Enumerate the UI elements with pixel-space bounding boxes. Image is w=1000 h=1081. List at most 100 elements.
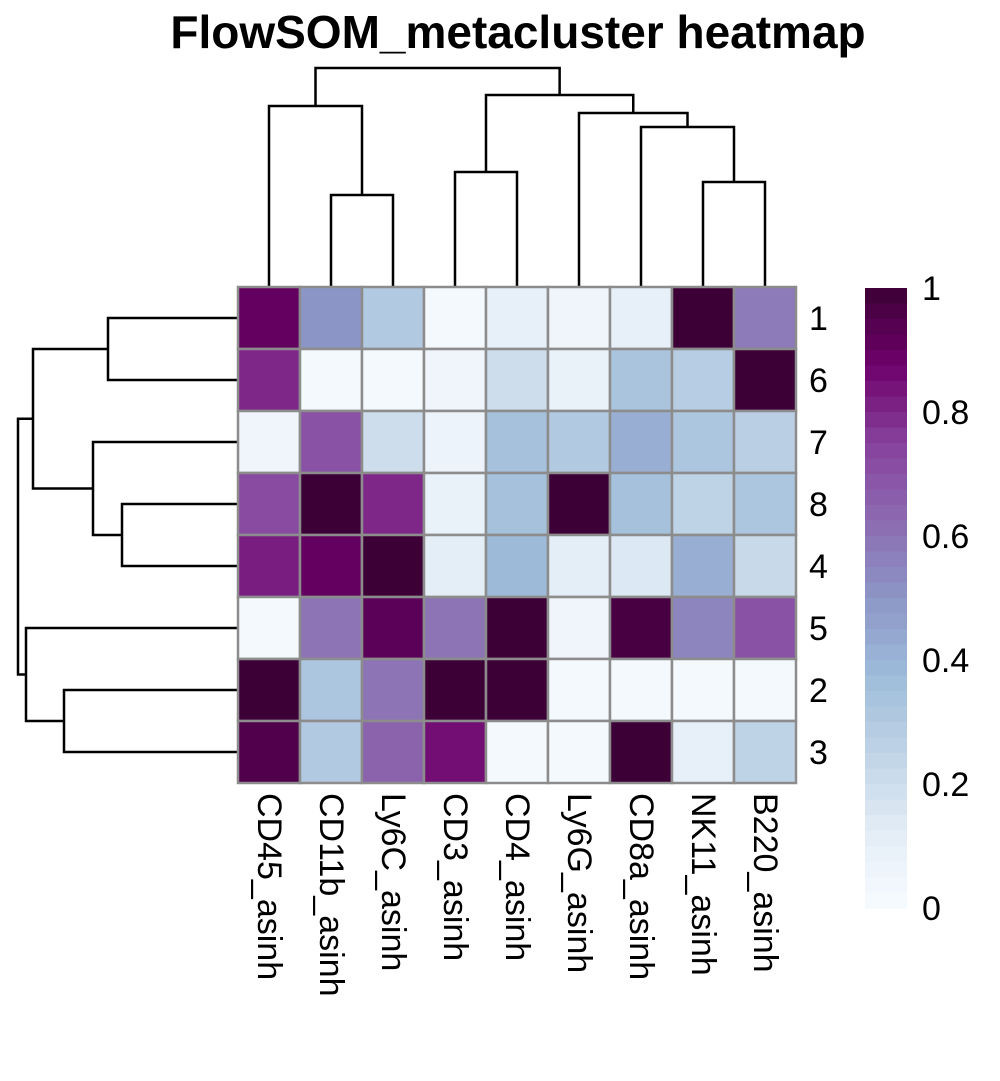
heatmap-cell [360,595,426,661]
heatmap-cell [546,285,612,351]
legend-swatch [865,722,907,739]
heatmap-cell [236,285,302,351]
heatmap-cell [546,409,612,475]
column-label: CD3_asinh [436,793,474,961]
heatmap-cell [422,595,488,661]
heatmap-cell [732,595,798,661]
legend-swatch [865,830,907,847]
legend-tick-label: 0.8 [922,394,969,432]
dendrogram-branch [484,93,635,172]
dendrogram-branch [314,66,561,106]
legend-swatch [865,877,907,894]
legend-swatch [865,598,907,615]
heatmap-cell [608,409,674,475]
row-label: 7 [809,424,828,462]
heatmap-cell [484,347,550,413]
heatmap-cell [422,657,488,723]
heatmap-cell [360,347,426,413]
legend-swatch [865,551,907,568]
row-label: 3 [809,734,828,772]
legend-swatch [865,799,907,816]
color-legend: 0 0.2 0.4 0.6 0.8 1 [865,270,969,928]
heatmap-cell [546,471,612,537]
legend-swatch [865,489,907,506]
legend-tick-label: 0 [922,890,941,928]
heatmap-cell [732,347,798,413]
heatmap-cell [298,347,364,413]
heatmap-cell [422,471,488,537]
heatmap-cell [236,471,302,537]
heatmap-cell [422,533,488,599]
heatmap-cell [546,347,612,413]
column-labels: CD45_asinh CD11b_asinh Ly6C_asinh CD3_asinh… [250,793,784,997]
heatmap-cell [422,285,488,351]
legend-swatch [865,629,907,646]
row-label: 1 [809,300,828,338]
heatmap-cell [546,533,612,599]
heatmap-cell [298,409,364,475]
heatmap-cell [236,533,302,599]
legend-swatch [865,288,907,305]
heatmap-cell [732,533,798,599]
heatmap-cell [608,719,674,785]
heatmap-cell [484,719,550,785]
heatmap-cell [732,285,798,351]
legend-swatch [865,567,907,584]
heatmap-cell [422,409,488,475]
legend-swatch [865,784,907,801]
heatmap-cell [298,285,364,351]
dendrogram-branch [701,180,767,287]
legend-swatch [865,505,907,522]
dendrogram-branch [106,316,238,382]
heatmap-cell [360,409,426,475]
legend-swatch [865,660,907,677]
legend-swatch [865,536,907,553]
heatmap-cell [484,595,550,661]
legend-swatch [865,768,907,785]
heatmap-cell [422,719,488,785]
legend-swatch [865,861,907,878]
row-labels: 1 6 7 8 4 5 2 3 [809,300,828,772]
legend-tick-label: 0.4 [922,642,969,680]
heatmap-cell [236,409,302,475]
legend-swatch [865,691,907,708]
dendrogram-branch [267,104,364,287]
heatmap-cell [670,285,736,351]
dendrogram-branch [639,125,736,287]
heatmap-cell [236,595,302,661]
legend-swatch [865,706,907,723]
heatmap-cell [732,409,798,475]
heatmap-cell [298,657,364,723]
row-label: 4 [809,548,828,586]
heatmap-cell [546,719,612,785]
heatmap-cell [360,285,426,351]
dendrogram-branch [24,626,238,723]
heatmap-cell [732,657,798,723]
heatmap-cell [608,285,674,351]
heatmap-cell [422,347,488,413]
dendrogram-branch [120,502,238,568]
column-label: CD45_asinh [250,793,288,980]
legend-tick-label: 0.2 [922,766,969,804]
heatmap-cell [484,471,550,537]
dendrogram-branch [577,111,689,287]
legend-swatch [865,381,907,398]
dendrogram-branch [91,440,238,537]
dendrogram-branch [329,193,395,287]
dendrogram-branch [62,688,238,754]
column-dendrogram [267,66,767,287]
heatmap-cell [236,719,302,785]
heatmap-cell [360,657,426,723]
dendrogram-branch [453,170,519,287]
heatmap-cell [670,347,736,413]
heatmap-cell [608,471,674,537]
heatmap-cell [484,285,550,351]
heatmap-cell [670,657,736,723]
column-label: CD8a_asinh [622,793,660,980]
column-label: Ly6C_asinh [374,793,412,971]
heatmap-cell [236,657,302,723]
heatmap-cell [484,409,550,475]
legend-swatch [865,303,907,320]
heatmap-cell [360,533,426,599]
